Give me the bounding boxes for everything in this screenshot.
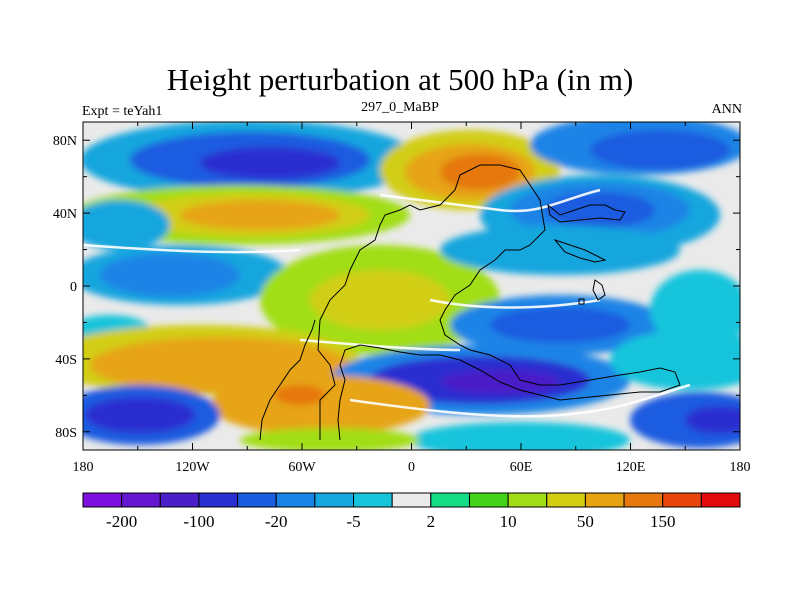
- lon-label: 120E: [616, 460, 646, 475]
- experiment-label: Expt = teYah1: [82, 104, 163, 119]
- colorbar-swatch: [121, 492, 161, 508]
- colorbar-swatch: [507, 492, 548, 508]
- colorbar-swatch: [159, 492, 200, 508]
- lat-label: 0: [70, 280, 77, 295]
- lat-label: 80N: [53, 134, 77, 149]
- lon-label: 180: [73, 460, 94, 475]
- colorbar-swatch: [82, 492, 123, 508]
- colorbar-swatch: [662, 492, 702, 508]
- lat-label: 80S: [55, 426, 77, 441]
- colorbar-swatch: [198, 492, 239, 508]
- colorbar-label: 2: [427, 512, 436, 531]
- colorbar-swatch: [700, 492, 741, 508]
- lon-label: 180: [730, 460, 751, 475]
- lon-label: 0: [408, 460, 415, 475]
- map-axes: 80N 40N 0 40S 80S 180 120W 60W 0 60E 120E 180: [53, 122, 751, 475]
- height-field: [83, 122, 740, 450]
- colorbar-swatch: [353, 492, 393, 508]
- lon-label: 120W: [175, 460, 210, 475]
- colorbar-label: -5: [346, 512, 360, 531]
- colorbar-label: -200: [106, 512, 137, 531]
- colorbar-swatch: [237, 492, 277, 508]
- lat-label: 40N: [53, 207, 77, 222]
- colorbar-swatch: [275, 492, 316, 508]
- colorbar-label: 10: [500, 512, 517, 531]
- colorbar-label: -100: [183, 512, 214, 531]
- lat-label: 40S: [55, 353, 77, 368]
- season-label: ANN: [711, 102, 742, 117]
- colorbar-label: 150: [650, 512, 676, 531]
- colorbar-swatch: [391, 492, 432, 508]
- lon-label: 60E: [510, 460, 533, 475]
- lon-label: 60W: [288, 460, 316, 475]
- colorbar-swatch: [584, 492, 625, 508]
- colorbar-swatch: [546, 492, 586, 508]
- colorbar-swatch: [468, 492, 509, 508]
- colorbar-label: 50: [577, 512, 594, 531]
- colorbar-swatch: [314, 492, 355, 508]
- coastline-outline: [259, 164, 681, 441]
- colorbar: -200 -100 -20 -5 2 10 50 150: [82, 492, 741, 531]
- plot-title: Height perturbation at 500 hPa (in m): [166, 62, 634, 97]
- colorbar-swatch: [623, 492, 664, 508]
- colorbar-label: -20: [265, 512, 288, 531]
- colorbar-swatch: [430, 492, 470, 508]
- period-label: 297_0_MaBP: [361, 100, 439, 115]
